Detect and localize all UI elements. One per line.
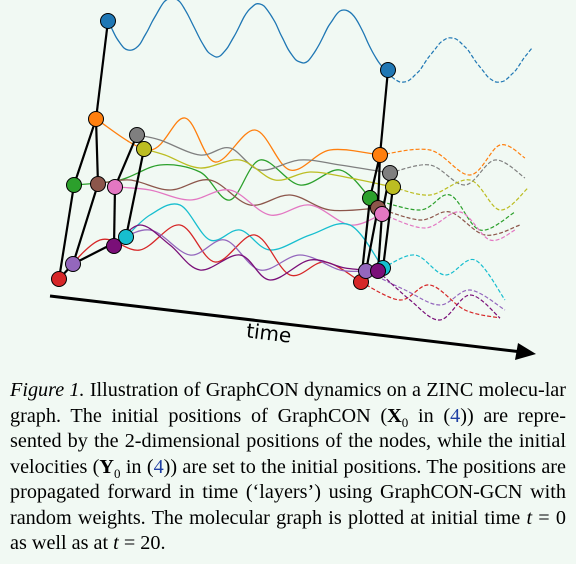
figure-label: Figure 1. — [10, 379, 85, 401]
edge-blue-orange-t0 — [94, 20, 110, 120]
subscript-0-x: 0 — [401, 414, 409, 430]
edge-blue-orange-t20 — [378, 69, 390, 156]
symbol-x: X — [387, 404, 402, 427]
caption-text-2: )) are repre-sented by the 2-dimensional… — [10, 404, 566, 478]
node-gray-t20 — [382, 165, 398, 181]
trajectory-olive — [143, 148, 394, 188]
node-darkpurple-t0 — [106, 238, 122, 254]
figure-canvas: time — [49, 0, 536, 360]
edge-green-red-t0 — [57, 184, 76, 280]
subscript-0-y: 0 — [114, 465, 121, 481]
time-arrowhead — [515, 343, 536, 360]
trajectory-cyan — [125, 203, 384, 269]
edge-gray-pink-t0 — [113, 134, 139, 188]
trajectory-tail-orange — [379, 144, 526, 176]
caption-in-a: in ( — [408, 404, 451, 427]
edge-orange-green-t0 — [72, 118, 98, 186]
graphcon-dynamics-figure: time — [49, 0, 536, 360]
variable-t-a: t — [526, 506, 533, 529]
trajectory-tail-darkpurple — [377, 270, 501, 321]
trajectory-pink — [114, 186, 383, 226]
graph-nodes-t20 — [353, 62, 401, 290]
trajectory-tail-red — [360, 281, 501, 319]
trajectory-tail-gray — [389, 159, 526, 186]
trajectory-green — [73, 159, 371, 201]
symbol-y: Y — [99, 455, 114, 478]
equation-ref-4-a[interactable]: 4 — [450, 404, 461, 427]
caption-in-b: in ( — [120, 455, 154, 478]
node-blue-t0 — [100, 13, 116, 29]
edge-brown-purple-t0 — [71, 183, 100, 265]
trajectory-tail-purple — [365, 270, 506, 311]
node-orange-t0 — [88, 111, 104, 127]
trajectory-tail-green — [369, 194, 516, 231]
caption-text-4: as well as at — [10, 532, 114, 554]
graph-nodes-t0 — [51, 13, 152, 287]
node-pink-t20 — [374, 206, 390, 222]
edge-pink-darkpurple-t0 — [112, 186, 117, 247]
node-purple-t0 — [65, 256, 81, 272]
edge-orange-brown-t0 — [94, 118, 100, 185]
equation-t20: = 20 — [118, 532, 161, 554]
caption-text-1: Illustration of GraphCON dynamics on a Z… — [10, 379, 566, 427]
trajectory-darkpurple — [113, 224, 379, 281]
equation-ref-4-b[interactable]: 4 — [153, 455, 164, 478]
edge-olive-cyan-t20 — [381, 186, 395, 269]
trajectory-blue — [107, 0, 389, 71]
time-axis-arrow — [49, 294, 523, 354]
caption-text-3: )) are set to the initial positions. The… — [10, 455, 566, 529]
node-orange-t20 — [372, 147, 388, 163]
trajectory-brown — [97, 179, 379, 212]
trajectory-tail-cyan — [382, 254, 506, 301]
node-brown-t0 — [90, 176, 106, 192]
figure-caption: Figure 1. Illustration of GraphCON dynam… — [10, 378, 566, 557]
node-red-t0 — [51, 271, 67, 287]
node-olive-t20 — [385, 179, 401, 195]
trajectory-tail-pink — [381, 211, 516, 242]
trajectory-gray — [136, 134, 391, 174]
node-gray-t0 — [129, 127, 145, 143]
caption-end: . — [160, 532, 166, 554]
node-darkpurple-t20 — [370, 263, 386, 279]
trajectory-tail-olive — [392, 179, 529, 211]
trajectory-tail-blue — [387, 37, 533, 83]
node-blue-t20 — [380, 62, 396, 78]
node-olive-t0 — [136, 141, 152, 157]
time-axis-label: time — [245, 318, 293, 347]
node-pink-t0 — [107, 179, 123, 195]
edge-olive-cyan-t0 — [124, 148, 146, 238]
equation-t0: = 0 — [532, 506, 566, 529]
trajectory-tail-brown — [377, 207, 521, 236]
node-green-t0 — [66, 177, 82, 193]
dashed-trajectories — [360, 37, 533, 321]
edge-orange-brown-t20 — [376, 154, 382, 209]
variable-t-b: t — [113, 532, 119, 554]
node-cyan-t0 — [118, 229, 134, 245]
